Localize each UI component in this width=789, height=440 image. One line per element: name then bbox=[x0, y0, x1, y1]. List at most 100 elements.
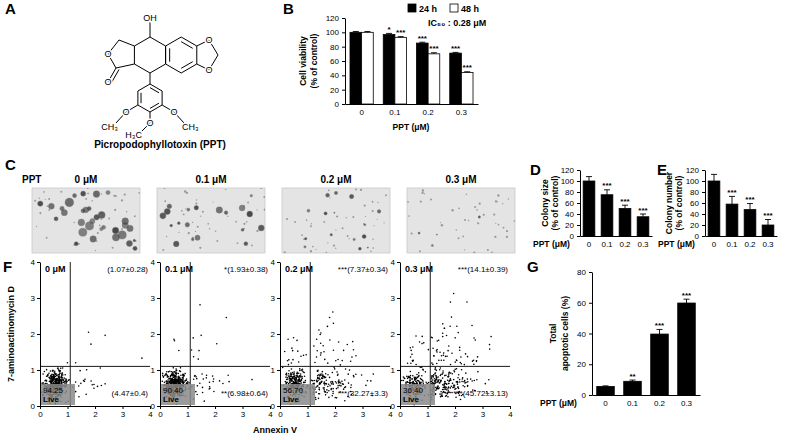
event bbox=[324, 384, 326, 386]
quadrant-name: Live bbox=[163, 395, 180, 404]
atom-label: O bbox=[104, 49, 111, 59]
event bbox=[198, 350, 200, 352]
tick-mark bbox=[577, 170, 580, 171]
event bbox=[55, 379, 57, 381]
colony bbox=[364, 224, 366, 226]
atom-label: OH bbox=[143, 13, 157, 23]
event bbox=[173, 339, 175, 341]
event bbox=[167, 375, 169, 377]
atom-label: CH₃ bbox=[101, 122, 118, 132]
event bbox=[84, 378, 86, 380]
event bbox=[177, 373, 179, 375]
colony bbox=[216, 207, 222, 213]
colony bbox=[358, 247, 361, 250]
event bbox=[183, 381, 185, 383]
event bbox=[57, 368, 59, 370]
colonies bbox=[284, 189, 387, 253]
atom-label: O bbox=[122, 107, 129, 117]
event bbox=[295, 377, 297, 379]
event bbox=[170, 375, 172, 377]
tick: 2 bbox=[31, 330, 40, 339]
event bbox=[60, 379, 62, 381]
image-title: 0.2 μM bbox=[320, 174, 351, 185]
event bbox=[58, 381, 60, 383]
speck bbox=[99, 224, 101, 226]
bar bbox=[461, 72, 473, 104]
colonies bbox=[407, 189, 515, 253]
event bbox=[291, 380, 293, 382]
event bbox=[56, 374, 58, 376]
event bbox=[163, 376, 165, 378]
y-title: (% of control) bbox=[309, 33, 319, 88]
quadrant-label: ***(7.37±0.34) bbox=[338, 265, 389, 274]
tick-label: 0.1 bbox=[601, 240, 613, 249]
event bbox=[296, 373, 298, 375]
tick-label: 0 bbox=[712, 240, 717, 249]
event bbox=[303, 372, 305, 374]
event bbox=[55, 380, 57, 382]
event bbox=[51, 377, 53, 379]
event bbox=[53, 381, 55, 383]
event bbox=[350, 360, 352, 362]
bond bbox=[119, 40, 134, 46]
tick-mark bbox=[577, 225, 580, 226]
legend-label: 48 h bbox=[461, 4, 479, 14]
colony bbox=[431, 244, 433, 246]
event bbox=[174, 381, 176, 383]
event bbox=[290, 376, 292, 378]
event bbox=[63, 377, 65, 379]
event bbox=[301, 382, 303, 384]
tick-label: 4 bbox=[151, 258, 156, 267]
speck bbox=[195, 231, 196, 232]
event bbox=[50, 382, 52, 384]
tick-label: 2 bbox=[271, 330, 276, 339]
tick: 0.2 bbox=[619, 240, 631, 249]
tick: 1 bbox=[306, 406, 311, 419]
tick: 0 bbox=[587, 240, 592, 249]
event bbox=[61, 376, 63, 378]
event bbox=[321, 377, 323, 379]
tick-mark bbox=[277, 334, 280, 335]
panel-title: 0 μM bbox=[45, 264, 66, 274]
event bbox=[182, 379, 184, 381]
speck bbox=[377, 202, 378, 203]
event bbox=[86, 369, 88, 371]
tick: 2 bbox=[151, 330, 160, 339]
event bbox=[165, 381, 167, 383]
event bbox=[337, 385, 339, 387]
event bbox=[188, 382, 190, 384]
tick-label: 60 bbox=[565, 199, 574, 208]
tick: 100 bbox=[561, 177, 580, 186]
event bbox=[51, 378, 53, 380]
event bbox=[345, 368, 347, 370]
tick-label: 120 bbox=[561, 166, 575, 175]
bar bbox=[601, 195, 613, 236]
speck bbox=[247, 202, 249, 204]
event bbox=[203, 378, 205, 380]
tick: 40 bbox=[565, 210, 580, 219]
event bbox=[64, 374, 66, 376]
quadrant-label: (4.47±0.4) bbox=[112, 389, 149, 398]
event bbox=[213, 378, 215, 380]
event bbox=[292, 372, 294, 374]
event bbox=[54, 373, 56, 375]
speck bbox=[373, 225, 374, 226]
bond bbox=[150, 105, 162, 112]
event bbox=[60, 372, 62, 374]
tick-label: 120 bbox=[326, 14, 340, 23]
speck bbox=[39, 212, 41, 214]
speck bbox=[474, 206, 476, 208]
axis: 01234 bbox=[278, 406, 393, 419]
event bbox=[337, 373, 339, 375]
event bbox=[169, 377, 171, 379]
speck bbox=[284, 251, 286, 253]
tick-mark bbox=[342, 61, 345, 62]
colony bbox=[324, 212, 327, 215]
event bbox=[80, 383, 82, 385]
tick-label: 0 bbox=[158, 410, 163, 419]
tick-label: 100 bbox=[561, 177, 575, 186]
event bbox=[345, 386, 347, 388]
bar bbox=[726, 204, 738, 236]
tick-label: 80 bbox=[565, 188, 574, 197]
axis-line bbox=[581, 236, 653, 237]
